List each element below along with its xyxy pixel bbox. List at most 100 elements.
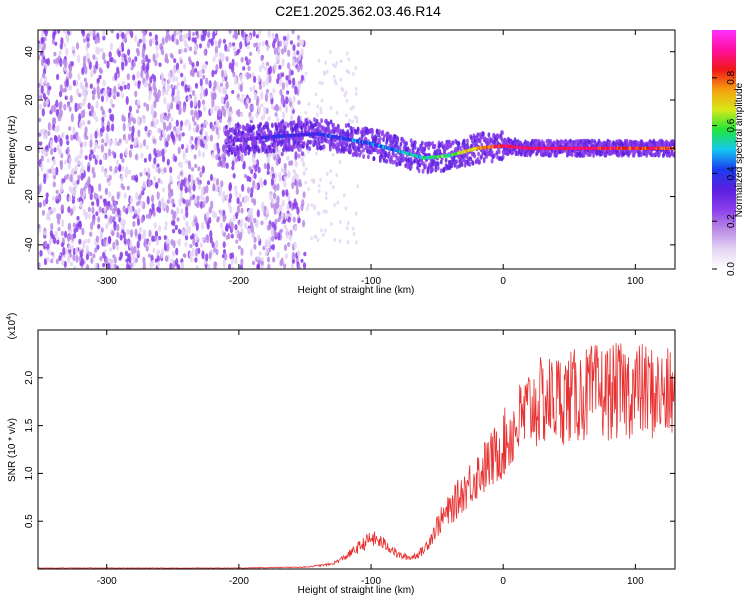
heatmap-cell (74, 164, 78, 172)
heatmap-cell (249, 51, 253, 57)
heatmap-cell (531, 139, 534, 145)
heatmap-cell (540, 149, 544, 154)
heatmap-cell (294, 85, 298, 95)
heatmap-cell (254, 164, 258, 172)
heatmap-cell (65, 247, 69, 255)
heatmap-cell (410, 160, 414, 166)
heatmap-cell (304, 110, 308, 115)
heatmap-cell (272, 88, 276, 94)
heatmap-cell (65, 47, 69, 57)
heatmap-cell (149, 129, 153, 135)
heatmap-cell (132, 74, 136, 81)
heatmap-cell (103, 113, 107, 118)
heatmap-cell (294, 225, 298, 232)
heatmap-cell (40, 155, 45, 162)
heatmap-cell (291, 259, 295, 264)
spectrogram-image (38, 30, 675, 269)
heatmap-cell (153, 75, 157, 83)
heatmap-cell (103, 238, 107, 247)
heatmap-cell (164, 221, 168, 227)
heatmap-cell (382, 133, 386, 139)
heatmap-cell (193, 43, 198, 53)
heatmap-cell (201, 165, 205, 174)
heatmap-cell (60, 183, 64, 193)
heatmap-cell (222, 231, 227, 237)
heatmap-cell (127, 169, 131, 175)
heatmap-cell (59, 90, 63, 98)
heatmap-cell (204, 63, 208, 70)
heatmap-cell (418, 162, 422, 168)
heatmap-cell (283, 263, 287, 269)
heatmap-cell (122, 122, 126, 132)
heatmap-cell (189, 46, 193, 52)
heatmap-cell (87, 58, 91, 64)
heatmap-cell (105, 256, 109, 266)
heatmap-cell (197, 99, 201, 109)
heatmap-cell (307, 187, 310, 192)
heatmap-cell (302, 262, 307, 269)
heatmap-cell (159, 43, 163, 51)
heatmap-cell (399, 141, 403, 147)
heatmap-cell (177, 146, 181, 155)
heatmap-cell (228, 193, 233, 200)
heatmap-cell (285, 105, 289, 114)
heatmap-cell (229, 205, 233, 214)
heatmap-cell (323, 228, 327, 233)
heatmap-cell (184, 119, 188, 127)
heatmap-cell (243, 173, 248, 179)
heatmap-cell (215, 178, 220, 187)
heatmap-cell (226, 100, 230, 109)
heatmap-cell (263, 66, 267, 71)
heatmap-cell (107, 180, 111, 187)
heatmap-cell (240, 153, 244, 163)
heatmap-cell (168, 190, 172, 200)
snr-y-axis: 0.51.01.52.0 (24, 370, 675, 528)
heatmap-cell (97, 144, 101, 150)
heatmap-cell (230, 221, 234, 231)
heatmap-cell (95, 60, 99, 70)
heatmap-cell (231, 58, 235, 67)
heatmap-cell (156, 206, 160, 213)
heatmap-cell (84, 155, 88, 160)
heatmap-cell (65, 78, 69, 88)
heatmap-cell (253, 172, 257, 180)
heatmap-cell (75, 246, 79, 256)
heatmap-cell (193, 37, 197, 44)
heatmap-cell (51, 38, 56, 45)
heatmap-cell (292, 44, 296, 52)
heatmap-cell (392, 152, 396, 158)
heatmap-cell (134, 34, 138, 43)
heatmap-cell (307, 128, 311, 134)
heatmap-cell (229, 252, 233, 260)
heatmap-cell (409, 164, 413, 170)
heatmap-cell (227, 44, 231, 52)
heatmap-cell (171, 198, 175, 206)
heatmap-cell (75, 132, 79, 140)
heatmap-cell (336, 125, 340, 130)
heatmap-cell (351, 226, 355, 231)
heatmap-cell (67, 206, 71, 213)
heatmap-cell (291, 30, 295, 35)
heatmap-cell (622, 151, 626, 156)
heatmap-cell (203, 30, 207, 37)
heatmap-cell (211, 152, 215, 159)
heatmap-cell (137, 99, 141, 106)
heatmap-cell (116, 223, 120, 232)
heatmap-cell (469, 156, 473, 162)
heatmap-cell (234, 189, 238, 198)
heatmap-cell (79, 250, 83, 259)
heatmap-cell (256, 182, 261, 191)
heatmap-cell (119, 234, 123, 241)
heatmap-cell (212, 56, 216, 62)
heatmap-cell (75, 42, 80, 50)
heatmap-cell (61, 218, 65, 228)
heatmap-cell (317, 58, 321, 63)
heatmap-cell (148, 32, 152, 37)
heatmap-cell (38, 203, 41, 207)
heatmap-cell (234, 185, 238, 192)
heatmap-cell (220, 222, 224, 230)
heatmap-cell (88, 153, 92, 162)
heatmap-cell (188, 162, 192, 170)
heatmap-cell (283, 224, 287, 230)
heatmap-cell (137, 80, 141, 89)
